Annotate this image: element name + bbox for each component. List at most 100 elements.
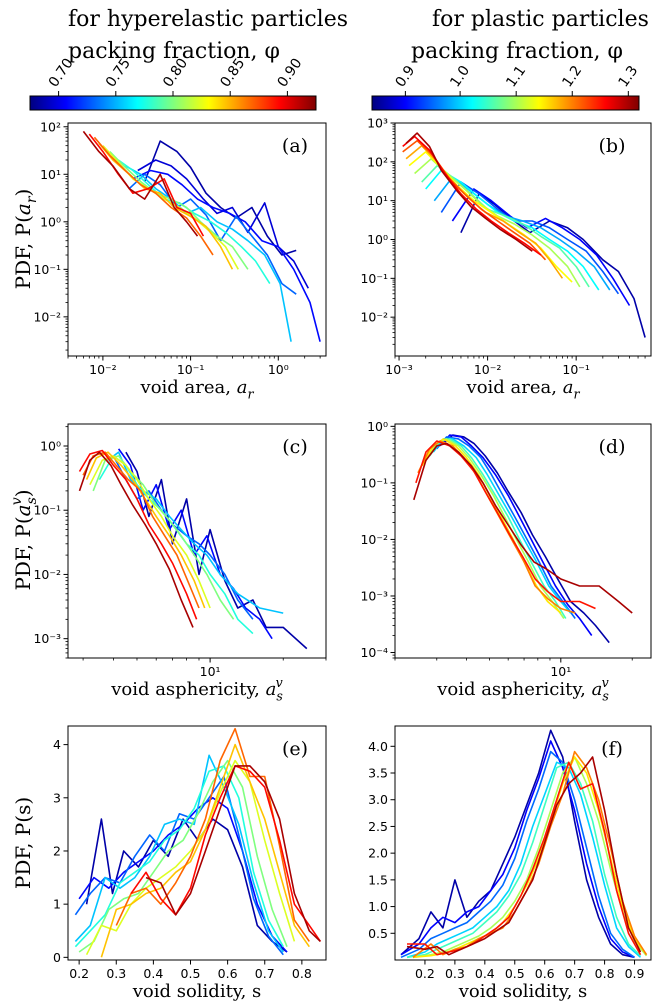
x-tick-label: 10¹ — [550, 664, 571, 679]
colorbar-tick-label: 1.1 — [503, 63, 529, 90]
series-line — [400, 750, 635, 959]
y-tick-label: 10¹ — [40, 167, 61, 182]
y-tick-label: 10⁻² — [360, 310, 388, 325]
series-line — [125, 451, 308, 650]
x-tick-label: 0.8 — [595, 966, 615, 981]
series-line — [98, 455, 254, 635]
panel-b: 10⁻³ 10⁻² 10⁻¹ 10⁻² 10⁻¹ 10⁰ 10¹ 10² 10³ (b) void … — [360, 116, 652, 401]
panel-tag: (f) — [601, 738, 623, 760]
series-line — [425, 438, 565, 619]
axes-frame — [67, 122, 327, 357]
y-tick-label: 10⁻² — [360, 532, 388, 547]
y-tick-label: 10⁻² — [33, 567, 61, 582]
series-line — [402, 139, 547, 261]
y-tick-label: 0 — [53, 950, 61, 965]
x-tick-label: 0.2 — [69, 966, 89, 981]
x-tick-label: 10⁻³ — [385, 362, 413, 377]
series-line — [117, 159, 271, 285]
y-axis-label: PDF, P(s) — [11, 797, 35, 889]
panel-f: 0.2 0.3 0.4 0.5 0.6 0.7 0.8 0.9 0.5 1.0 1.5 2.0 2.5 3… — [368, 725, 652, 1001]
x-tick-label: 10⁻² — [474, 362, 502, 377]
x-tick-label: 0.7 — [255, 966, 275, 981]
panel-e: 0.2 0.3 0.4 0.5 0.6 0.7 0.8 0 1 2 3 4 (e) void solidi… — [11, 725, 327, 1001]
axes-frame — [394, 423, 652, 659]
x-tick-label: 0.4 — [143, 966, 163, 981]
series-line — [429, 438, 567, 619]
y-tick-label: 10⁻³ — [360, 588, 388, 603]
axes-frame — [394, 725, 652, 961]
series-line — [85, 759, 296, 956]
y-tick-label: 0.5 — [368, 926, 388, 941]
series-line — [88, 133, 205, 237]
series-line — [92, 455, 235, 620]
x-tick-label: 0.5 — [505, 966, 525, 981]
series-line — [143, 140, 297, 256]
series-line — [406, 756, 642, 956]
y-tick-label: 2.5 — [368, 819, 388, 834]
y-tick-label: 10⁻³ — [33, 631, 61, 646]
x-tick-label: 0.3 — [106, 966, 126, 981]
series-line — [400, 729, 635, 959]
colorbar-tick-label: 1.3 — [615, 63, 641, 90]
series-line — [425, 169, 600, 291]
series-line — [436, 436, 576, 619]
series-line — [433, 176, 611, 291]
series-line — [402, 135, 542, 256]
series-line — [406, 761, 642, 959]
y-tick-label: 1 — [53, 897, 61, 912]
x-tick-label: 10¹ — [200, 664, 221, 679]
y-tick-label: 10² — [367, 154, 388, 169]
x-axis-label: void area, ar — [466, 377, 581, 401]
colorbar-tick-label: 1.2 — [559, 63, 585, 90]
x-tick-label: 10⁻¹ — [177, 362, 205, 377]
series-group — [400, 729, 648, 959]
panel-d: 10¹ 10⁻⁴ 10⁻³ 10⁻² 10⁻¹ 10⁰ (d) void asphericit… — [360, 419, 652, 704]
axes-frame — [67, 423, 327, 659]
y-tick-label: 10⁰ — [40, 438, 61, 453]
y-tick-label: 10⁻¹ — [360, 475, 388, 490]
x-tick-label: 10⁻¹ — [562, 362, 590, 377]
x-axis-label: void asphericity, asv — [436, 675, 609, 704]
series-group — [413, 434, 633, 644]
y-tick-label: 10⁻¹ — [33, 503, 61, 518]
y-tick-label: 10⁻⁴ — [360, 645, 388, 660]
series-line — [93, 136, 214, 256]
series-line — [74, 775, 284, 956]
x-tick-label: 0.6 — [535, 966, 555, 981]
y-tick-label: 10⁻¹ — [360, 271, 388, 286]
series-line — [439, 434, 593, 636]
panel-tag: (a) — [282, 135, 308, 157]
panel-tag: (e) — [282, 738, 308, 760]
series-line — [412, 756, 648, 959]
series-line — [432, 438, 572, 614]
header-left: for hyperelastic particles — [68, 7, 348, 32]
y-tick-label: 10⁰ — [367, 419, 388, 434]
y-tick-label: 10⁰ — [40, 214, 61, 229]
panel-c: 10¹ 10⁻³ 10⁻² 10⁻¹ 10⁰ (c) void asphericity, a… — [9, 423, 327, 703]
series-line — [406, 761, 642, 959]
y-tick-label: 10¹ — [367, 193, 388, 208]
colorbar-right-gradient — [371, 95, 640, 111]
colorbar-tick-label: 1.0 — [447, 63, 473, 90]
series-line — [145, 765, 321, 942]
series-line — [78, 451, 194, 628]
y-tick-label: 4.0 — [368, 739, 388, 754]
series-line — [442, 434, 610, 644]
series-line — [413, 442, 633, 614]
colorbar-left-label: packing fraction, φ — [68, 39, 280, 64]
colorbar-right: 0.9 1.0 1.1 1.2 1.3 — [371, 63, 641, 111]
panel-tag: (b) — [599, 135, 626, 157]
colorbar-tick-label: 0.9 — [393, 63, 419, 90]
x-axis-label: void area, ar — [140, 377, 255, 401]
y-axis-label: PDF, P(ar) — [11, 189, 40, 290]
series-group — [74, 727, 322, 958]
panel-tag: (c) — [282, 436, 307, 458]
panel-a: 10⁻² 10⁻¹ 10⁰ 10⁻² 10⁻¹ 10⁰ 10¹ 10² (a) void area… — [11, 119, 327, 401]
x-tick-label: 0.9 — [625, 966, 645, 981]
series-group — [78, 448, 308, 650]
series-line — [100, 743, 310, 958]
series-line — [107, 451, 284, 614]
series-line — [78, 759, 288, 953]
x-tick-label: 0.7 — [565, 966, 585, 981]
